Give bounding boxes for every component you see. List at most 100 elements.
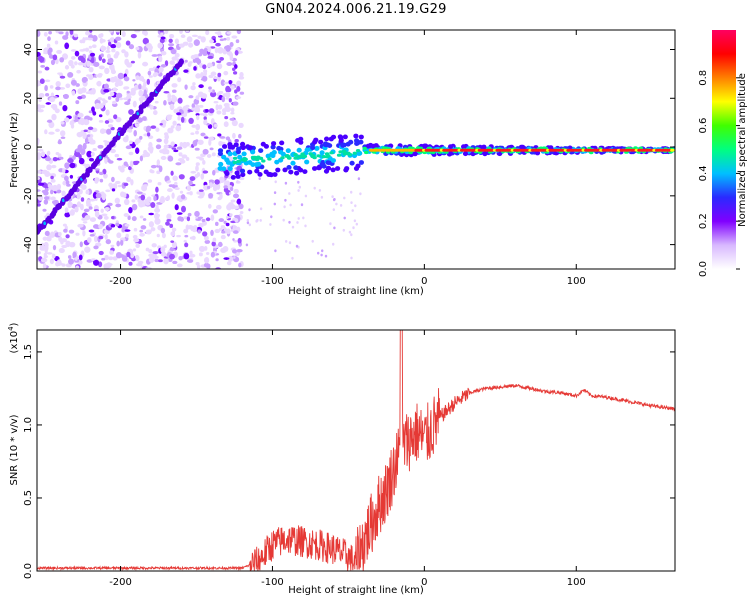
noise-speckle	[320, 195, 324, 199]
noise-speckle	[169, 248, 176, 252]
noise-speckle	[123, 213, 130, 217]
noise-speckle	[58, 139, 62, 145]
noise-speckle	[64, 65, 70, 70]
spectrogram-x-tick-label: -200	[109, 276, 132, 287]
noise-speckle	[50, 196, 56, 201]
noise-speckle	[180, 34, 186, 38]
carrier-point	[279, 140, 285, 146]
noise-speckle	[149, 147, 154, 154]
noise-speckle	[61, 263, 66, 267]
noise-speckle	[84, 47, 90, 52]
noise-speckle	[200, 173, 205, 180]
carrier-point	[263, 144, 269, 149]
carrier-point	[312, 166, 318, 171]
noise-speckle	[91, 34, 98, 42]
noise-speckle	[228, 79, 233, 85]
noise-speckle	[174, 38, 179, 45]
carrier-point	[520, 144, 526, 150]
noise-speckle	[52, 200, 57, 205]
noise-speckle	[126, 176, 132, 183]
noise-speckle	[82, 48, 87, 52]
noise-speckle	[359, 192, 362, 196]
noise-speckle	[74, 151, 81, 158]
noise-speckle	[75, 148, 81, 153]
noise-speckle	[225, 180, 230, 188]
noise-speckle	[39, 78, 45, 85]
noise-speckle	[168, 184, 174, 188]
carrier-point	[296, 147, 302, 153]
noise-speckle	[155, 204, 159, 211]
noise-speckle	[48, 131, 55, 135]
noise-speckle	[221, 230, 226, 234]
carrier-point	[345, 141, 351, 147]
noise-speckle	[62, 104, 68, 112]
noise-speckle	[120, 239, 124, 246]
carrier-peak-point	[670, 148, 675, 152]
carrier-point	[534, 150, 541, 156]
noise-speckle	[218, 241, 223, 248]
noise-speckle	[143, 149, 148, 155]
noise-speckle	[128, 151, 134, 156]
noise-speckle	[96, 80, 102, 87]
noise-speckle	[121, 31, 126, 38]
noise-speckle	[46, 235, 52, 242]
noise-speckle	[210, 251, 216, 258]
noise-speckle	[228, 192, 232, 195]
noise-speckle	[126, 251, 131, 258]
noise-speckle	[225, 136, 231, 141]
noise-speckle	[172, 120, 177, 126]
noise-speckle	[105, 239, 111, 245]
noise-speckle	[246, 219, 249, 222]
noise-speckle	[168, 43, 175, 47]
noise-speckle	[39, 56, 45, 63]
noise-speckle	[59, 156, 64, 160]
noise-speckle	[42, 263, 47, 269]
noise-speckle	[69, 162, 76, 169]
noise-speckle	[95, 192, 102, 199]
carrier-point	[482, 151, 488, 157]
noise-speckle	[55, 86, 61, 91]
carrier-point	[448, 144, 454, 150]
noise-speckle	[288, 220, 291, 224]
noise-speckle	[47, 48, 51, 56]
noise-speckle	[218, 90, 224, 94]
noise-speckle	[156, 138, 162, 143]
noise-speckle	[103, 263, 110, 269]
noise-speckle	[104, 157, 108, 164]
noise-speckle	[269, 223, 272, 226]
noise-speckle	[197, 139, 204, 145]
noise-speckle	[201, 218, 206, 223]
noise-speckle	[48, 31, 52, 35]
snr-y-axis-label: SNR (10 * v/v)	[9, 414, 20, 485]
noise-speckle	[339, 204, 343, 207]
noise-speckle	[212, 237, 217, 243]
carrier-core-point	[296, 155, 302, 159]
noise-speckle	[329, 222, 332, 226]
noise-speckle	[170, 170, 174, 176]
noise-speckle	[168, 38, 173, 43]
carrier-core-point	[355, 149, 361, 153]
carrier-point	[265, 153, 271, 159]
noise-speckle	[94, 168, 100, 171]
noise-speckle	[106, 45, 110, 51]
noise-speckle	[43, 255, 48, 259]
noise-speckle	[75, 265, 80, 269]
noise-speckle	[66, 183, 71, 187]
noise-speckle	[161, 232, 166, 239]
noise-speckle	[119, 97, 124, 101]
noise-speckle	[111, 215, 115, 220]
noise-speckle	[145, 247, 150, 252]
noise-speckle	[288, 192, 291, 195]
carrier-point	[280, 151, 286, 157]
noise-speckle	[332, 198, 336, 202]
noise-speckle	[218, 176, 225, 184]
noise-speckle	[52, 54, 58, 61]
noise-speckle	[89, 117, 93, 121]
noise-speckle	[255, 219, 258, 223]
noise-speckle	[99, 178, 104, 183]
noise-speckle	[67, 158, 74, 164]
noise-speckle	[228, 176, 231, 180]
noise-speckle	[219, 56, 225, 61]
noise-speckle	[101, 257, 106, 261]
noise-speckle	[148, 141, 153, 149]
